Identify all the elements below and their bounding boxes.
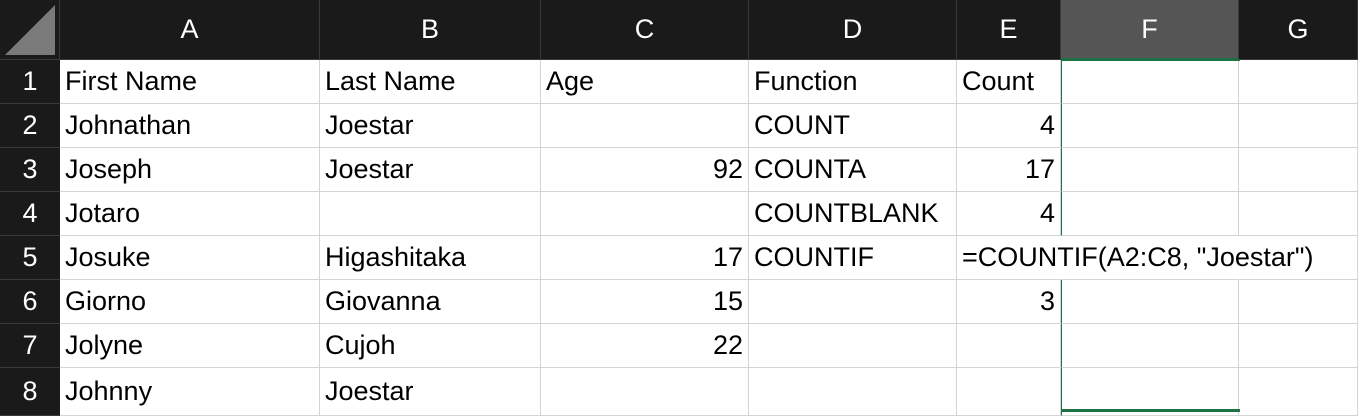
cell-d8[interactable] <box>749 368 957 416</box>
cell-e8[interactable] <box>957 368 1061 416</box>
cell-b8[interactable]: Joestar <box>320 368 541 416</box>
cell-c2[interactable] <box>541 104 749 148</box>
cell-a7[interactable]: Jolyne <box>60 324 320 368</box>
cell-d3[interactable]: COUNTA <box>749 148 957 192</box>
row-header-4[interactable]: 4 <box>0 192 60 236</box>
cell-g3[interactable] <box>1239 148 1358 192</box>
cell-c7[interactable]: 22 <box>541 324 749 368</box>
cell-a2[interactable]: Johnathan <box>60 104 320 148</box>
cell-c8[interactable] <box>541 368 749 416</box>
cell-f3[interactable] <box>1061 148 1239 192</box>
cell-a5[interactable]: Josuke <box>60 236 320 280</box>
cell-a1[interactable]: First Name <box>60 60 320 104</box>
column-header-a[interactable]: A <box>60 0 320 60</box>
cell-f4[interactable] <box>1061 192 1239 236</box>
cell-a4[interactable]: Jotaro <box>60 192 320 236</box>
cell-e1[interactable]: Count <box>957 60 1061 104</box>
cell-c4[interactable] <box>541 192 749 236</box>
cell-g6[interactable] <box>1239 280 1358 324</box>
select-all-corner[interactable] <box>0 0 60 60</box>
column-selection-bottom-edge <box>1062 409 1240 412</box>
row-header-2[interactable]: 2 <box>0 104 60 148</box>
cell-d1[interactable]: Function <box>749 60 957 104</box>
cell-c6[interactable]: 15 <box>541 280 749 324</box>
cell-f6[interactable] <box>1061 280 1239 324</box>
column-header-f[interactable]: F <box>1061 0 1239 60</box>
cell-g1[interactable] <box>1239 60 1358 104</box>
cell-g7[interactable] <box>1239 324 1358 368</box>
cell-c1[interactable]: Age <box>541 60 749 104</box>
cell-c5[interactable]: 17 <box>541 236 749 280</box>
cell-d6[interactable] <box>749 280 957 324</box>
column-header-b[interactable]: B <box>320 0 541 60</box>
cell-c3[interactable]: 92 <box>541 148 749 192</box>
column-header-d[interactable]: D <box>749 0 957 60</box>
cell-b4[interactable] <box>320 192 541 236</box>
cell-d4[interactable]: COUNTBLANK <box>749 192 957 236</box>
cell-b2[interactable]: Joestar <box>320 104 541 148</box>
cell-b7[interactable]: Cujoh <box>320 324 541 368</box>
cell-f2[interactable] <box>1061 104 1239 148</box>
cell-f7[interactable] <box>1061 324 1239 368</box>
cell-e3[interactable]: 17 <box>957 148 1061 192</box>
cell-f1[interactable] <box>1061 60 1239 104</box>
cell-g5[interactable] <box>1239 236 1358 280</box>
cell-b1[interactable]: Last Name <box>320 60 541 104</box>
row-header-7[interactable]: 7 <box>0 324 60 368</box>
cell-a3[interactable]: Joseph <box>60 148 320 192</box>
cell-b5[interactable]: Higashitaka <box>320 236 541 280</box>
cell-d5[interactable]: COUNTIF <box>749 236 957 280</box>
column-selection-top-edge <box>1062 59 1240 61</box>
column-header-c[interactable]: C <box>541 0 749 60</box>
row-header-8[interactable]: 8 <box>0 368 60 416</box>
cell-a6[interactable]: Giorno <box>60 280 320 324</box>
column-header-e[interactable]: E <box>957 0 1061 60</box>
cell-a8[interactable]: Johnny <box>60 368 320 416</box>
cell-g8[interactable] <box>1239 368 1358 416</box>
cell-e2[interactable]: 4 <box>957 104 1061 148</box>
cell-g2[interactable] <box>1239 104 1358 148</box>
select-all-icon <box>5 5 55 55</box>
column-header-g[interactable]: G <box>1239 0 1358 60</box>
cell-d2[interactable]: COUNT <box>749 104 957 148</box>
cell-e4[interactable]: 4 <box>957 192 1061 236</box>
row-header-6[interactable]: 6 <box>0 280 60 324</box>
cell-e5-formula[interactable]: =COUNTIF(A2:C8, "Joestar") <box>957 236 1314 280</box>
row-header-3[interactable]: 3 <box>0 148 60 192</box>
cell-g4[interactable] <box>1239 192 1358 236</box>
row-header-1[interactable]: 1 <box>0 60 60 104</box>
cell-d7[interactable] <box>749 324 957 368</box>
cell-f5[interactable] <box>1061 236 1239 280</box>
cell-b6[interactable]: Giovanna <box>320 280 541 324</box>
cell-b3[interactable]: Joestar <box>320 148 541 192</box>
row-header-5[interactable]: 5 <box>0 236 60 280</box>
cell-e7[interactable] <box>957 324 1061 368</box>
cell-e6[interactable]: 3 <box>957 280 1061 324</box>
